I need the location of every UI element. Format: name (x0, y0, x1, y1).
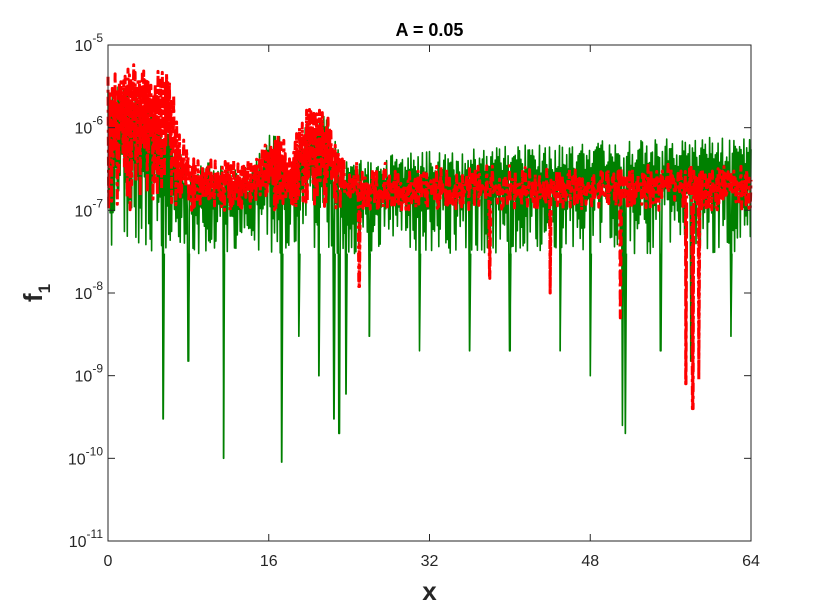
y-tick-label: 10-6 (75, 114, 104, 138)
x-tick-label: 0 (104, 553, 113, 570)
y-axis-label: f1 (18, 284, 54, 302)
x-tick-label: 16 (260, 553, 278, 570)
plot-area (108, 45, 751, 541)
y-tick-label: 10-7 (75, 196, 104, 220)
y-axis-label-main: f (18, 293, 48, 302)
ticks-layer: 0 16 32 48 64 10-11 10-10 10-9 10-8 10-7 10-6 10-5 (68, 31, 760, 570)
series-red-dashdot-line (106, 63, 753, 411)
x-axis-label: x (422, 576, 437, 606)
series-layer (106, 63, 753, 463)
x-tick-label: 32 (421, 553, 439, 570)
chart-title: A = 0.05 (396, 20, 464, 40)
x-tick-label: 48 (581, 553, 599, 570)
y-tick-label: 10-5 (75, 31, 104, 55)
x-tick-label: 64 (742, 553, 760, 570)
y-tick-label: 10-9 (75, 362, 104, 386)
y-axis-label-subscript: 1 (35, 284, 54, 293)
y-tick-label: 10-8 (75, 279, 104, 303)
y-tick-label: 10-11 (69, 527, 104, 551)
y-axis-label-group: f1 (18, 284, 54, 302)
y-tick-label: 10-10 (68, 444, 103, 468)
series-green-solid-line (107, 86, 752, 463)
